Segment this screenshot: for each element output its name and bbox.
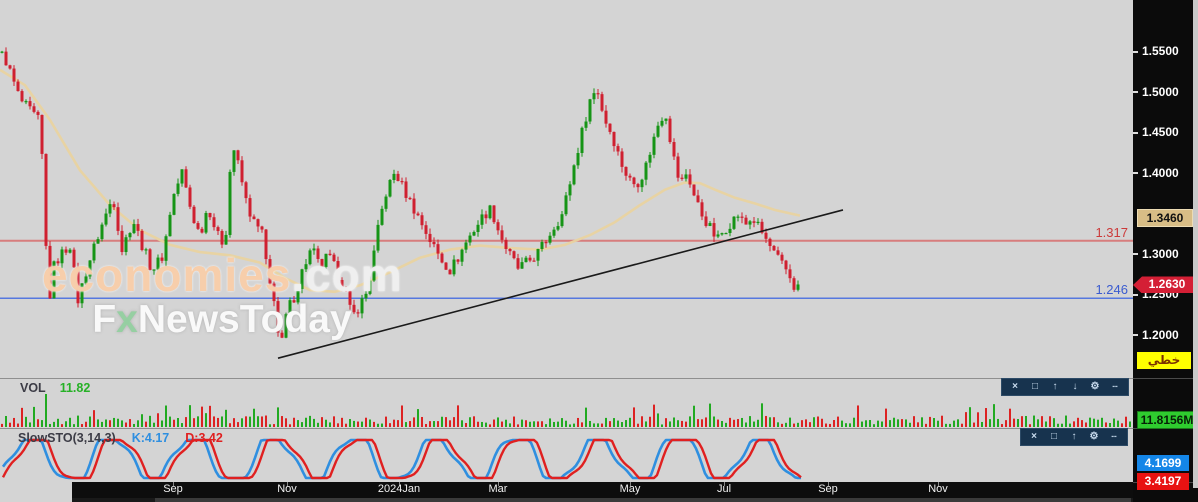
stochastic-d-badge: 3.4197 <box>1137 473 1189 490</box>
window-edge <box>1193 0 1198 488</box>
time-tick-mark <box>399 482 400 486</box>
time-tick-Sep: Sep <box>163 483 183 495</box>
time-tick-May: May <box>619 483 641 495</box>
price-tick-1.2000: 1.2000 <box>1133 328 1193 342</box>
support-level-label: 1.246 <box>1095 282 1128 298</box>
stochastic-d-value: D:3.42 <box>185 431 223 445</box>
resistance-level-label: 1.317 <box>1095 224 1128 240</box>
stochastic-k-badge: 4.1699 <box>1137 455 1189 471</box>
time-tick-mark <box>173 482 174 486</box>
price-tick-1.4500: 1.4500 <box>1133 125 1193 139</box>
stochastic-oscillator[interactable] <box>0 428 1133 482</box>
panel-divider[interactable] <box>0 428 1133 429</box>
stochastic-panel-move-up-button[interactable]: ↑ <box>1071 431 1077 442</box>
volume-panel-move-up-button[interactable]: ↑ <box>1052 381 1058 392</box>
panel-divider[interactable] <box>0 378 1133 379</box>
volume-panel-close-button[interactable]: × <box>1012 381 1018 392</box>
price-tick-1.4000: 1.4000 <box>1133 166 1193 180</box>
candlestick-chart[interactable] <box>0 0 1133 378</box>
time-tick-mark <box>287 482 288 486</box>
time-tick-mark <box>724 482 725 486</box>
stochastic-k-value: K:4.17 <box>131 431 170 445</box>
scale-mode-badge[interactable]: خطي <box>1137 352 1191 369</box>
price-tick-1.5500: 1.5500 <box>1133 44 1193 58</box>
stochastic-panel-maximize-button[interactable]: □ <box>1050 431 1058 442</box>
volume-panel-move-down-button[interactable]: ↓ <box>1072 381 1078 392</box>
time-scrollbar-thumb[interactable] <box>155 498 1131 502</box>
time-tick-mark <box>498 482 499 486</box>
time-tick-mark <box>828 482 829 486</box>
time-tick-Jul: Jul <box>716 483 732 495</box>
stochastic-panel-toolbar: × □ ↑ ⚙ ▪▪▪ <box>1020 428 1128 446</box>
axis-divider <box>1133 378 1198 379</box>
ma-price-badge: 1.3460 <box>1137 209 1193 228</box>
volume-panel-header: VOL 11.82 <box>20 381 90 395</box>
time-tick-Mar: Mar <box>488 483 508 495</box>
time-tick-2024Jan: 2024Jan <box>377 483 421 495</box>
stochastic-indicator-label: SlowSTO(3,14,3) <box>18 431 116 445</box>
volume-panel-toolbar: × □ ↑ ↓ ⚙ ▪▪▪ <box>1001 378 1129 396</box>
volume-axis-badge: 11.8156M <box>1137 411 1197 429</box>
time-tick-Sep: Sep <box>818 483 838 495</box>
stochastic-panel-close-button[interactable]: × <box>1031 431 1037 442</box>
time-axis[interactable] <box>72 482 1133 498</box>
time-tick-mark <box>630 482 631 486</box>
time-tick-mark <box>938 482 939 486</box>
price-tick-1.3000: 1.3000 <box>1133 247 1193 261</box>
volume-panel-maximize-button[interactable]: □ <box>1031 381 1039 392</box>
volume-value: 11.82 <box>59 381 91 395</box>
volume-panel-settings-button[interactable]: ⚙ <box>1090 381 1100 392</box>
time-tick-Nov: Nov <box>277 483 297 495</box>
last-price-badge: 1.2630 <box>1133 276 1197 294</box>
price-tick-1.5000: 1.5000 <box>1133 85 1193 99</box>
volume-indicator-label: VOL <box>20 381 46 395</box>
time-tick-Nov: Nov <box>928 483 948 495</box>
volume-histogram[interactable] <box>0 378 1133 428</box>
stochastic-panel-header: SlowSTO(3,14,3) K:4.17 D:3.42 <box>18 431 223 445</box>
stochastic-panel-settings-button[interactable]: ⚙ <box>1089 431 1099 442</box>
volume-panel-more-button[interactable]: ▪▪▪ <box>1112 384 1118 390</box>
stochastic-panel-more-button[interactable]: ▪▪▪ <box>1111 434 1117 440</box>
